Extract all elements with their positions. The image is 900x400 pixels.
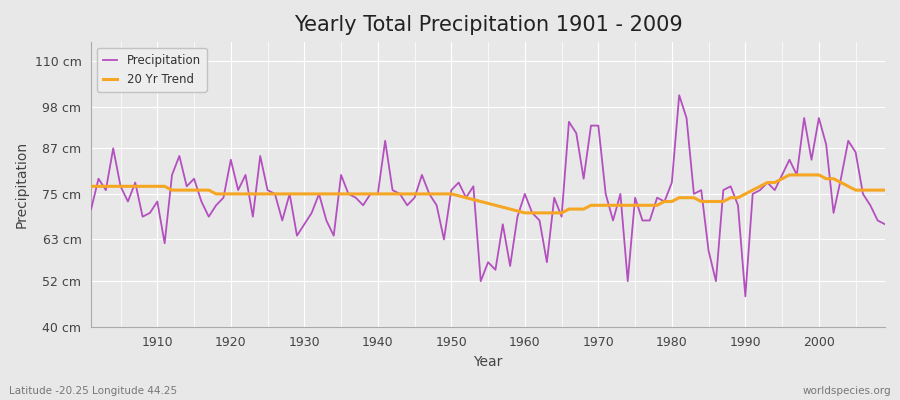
X-axis label: Year: Year	[473, 355, 503, 369]
20 Yr Trend	[225, 192, 236, 196]
20 Yr Trend	[784, 172, 795, 177]
20 Yr Trend	[879, 188, 890, 192]
20 Yr Trend	[835, 180, 846, 185]
Precipitation	[608, 218, 618, 223]
Precipitation	[879, 222, 890, 227]
20 Yr Trend	[86, 184, 96, 189]
Text: Latitude -20.25 Longitude 44.25: Latitude -20.25 Longitude 44.25	[9, 386, 177, 396]
Precipitation	[350, 195, 361, 200]
Precipitation	[674, 93, 685, 98]
Precipitation	[740, 294, 751, 299]
20 Yr Trend	[858, 188, 868, 192]
20 Yr Trend	[534, 210, 544, 215]
Title: Yearly Total Precipitation 1901 - 2009: Yearly Total Precipitation 1901 - 2009	[293, 15, 682, 35]
Line: 20 Yr Trend: 20 Yr Trend	[91, 175, 885, 213]
Precipitation	[86, 207, 96, 212]
Precipitation	[145, 210, 156, 215]
Precipitation	[519, 192, 530, 196]
20 Yr Trend	[255, 192, 266, 196]
Precipitation	[306, 210, 317, 215]
Text: worldspecies.org: worldspecies.org	[803, 386, 891, 396]
20 Yr Trend	[593, 203, 604, 208]
Line: Precipitation: Precipitation	[91, 95, 885, 296]
Precipitation	[512, 214, 523, 219]
Legend: Precipitation, 20 Yr Trend: Precipitation, 20 Yr Trend	[97, 48, 207, 92]
Y-axis label: Precipitation: Precipitation	[15, 141, 29, 228]
20 Yr Trend	[519, 210, 530, 215]
